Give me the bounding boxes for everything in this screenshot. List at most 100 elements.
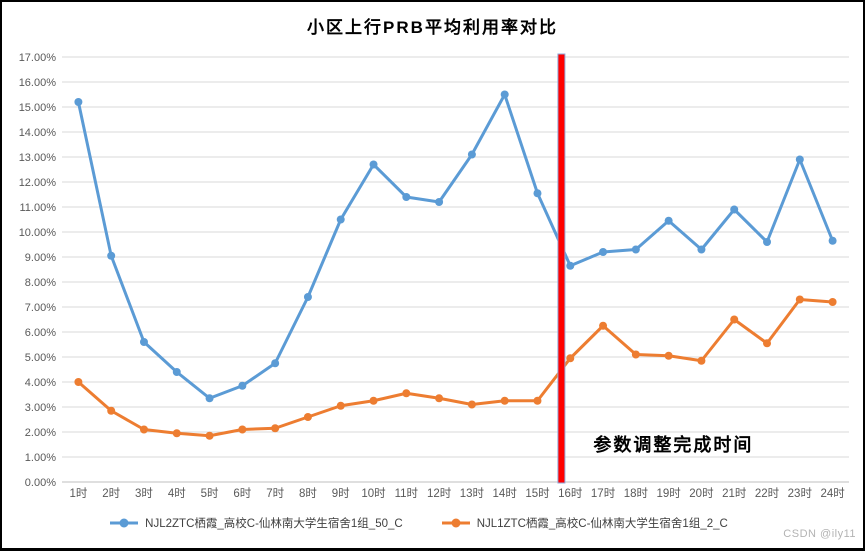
data-point <box>336 215 345 224</box>
data-point <box>795 295 804 304</box>
x-axis-tick-label: 5时 <box>201 487 219 500</box>
data-point <box>402 389 411 398</box>
data-point <box>172 429 181 438</box>
data-point <box>107 251 116 260</box>
watermark: CSDN @ily11 <box>783 528 856 540</box>
data-point <box>697 245 706 254</box>
data-point <box>139 425 148 434</box>
data-point <box>828 236 837 245</box>
y-axis-tick-label: 9.00% <box>25 252 56 264</box>
y-axis-tick-label: 7.00% <box>25 302 56 314</box>
data-point <box>238 381 247 390</box>
data-point <box>533 189 542 198</box>
data-point <box>763 339 772 348</box>
data-point <box>467 400 476 409</box>
chart-title: 小区上行PRB平均利用率对比 <box>307 18 558 37</box>
data-point <box>402 193 411 201</box>
data-point <box>763 238 772 246</box>
x-axis-tick-label: 23时 <box>788 487 813 500</box>
x-axis-tick-label: 16时 <box>558 487 583 500</box>
y-axis-tick-label: 13.00% <box>19 152 57 164</box>
x-axis-tick-label: 2时 <box>102 487 120 500</box>
x-axis-tick-label: 13时 <box>460 487 485 500</box>
x-axis-tick-label: 22时 <box>755 487 780 500</box>
data-point <box>369 396 378 405</box>
y-axis-tick-label: 11.00% <box>20 202 57 214</box>
data-point <box>500 90 509 99</box>
legend-label-series-blue: NJL2ZTC栖霞_高校C-仙林南大学生宿舍1组_50_C <box>145 518 403 530</box>
x-axis-tick-label: 3时 <box>135 487 153 500</box>
x-axis-tick-label: 8时 <box>299 487 317 500</box>
legend-item-series-blue: NJL2ZTC栖霞_高校C-仙林南大学生宿舍1组_50_C <box>109 515 403 531</box>
data-point <box>74 98 83 106</box>
x-axis-tick-label: 24时 <box>820 487 845 500</box>
x-axis-tick-label: 15时 <box>525 487 550 500</box>
y-axis-tick-label: 17.00% <box>19 52 57 64</box>
data-point <box>599 248 608 256</box>
x-axis-tick-label: 6时 <box>233 487 251 500</box>
x-axis-tick-label: 4时 <box>168 487 186 500</box>
data-point <box>730 205 739 214</box>
data-point <box>500 396 509 405</box>
x-axis-tick-label: 20时 <box>689 487 714 500</box>
data-point <box>139 338 148 346</box>
data-point <box>435 394 444 403</box>
series-line-1 <box>76 93 835 400</box>
data-point <box>205 394 214 403</box>
y-axis-tick-label: 1.00% <box>25 452 56 464</box>
y-axis-tick-label: 16.00% <box>19 77 57 89</box>
data-point <box>74 378 83 386</box>
data-point <box>828 298 837 306</box>
x-axis-tick-label: 10时 <box>361 487 386 500</box>
x-axis-tick-label: 11时 <box>395 487 419 500</box>
data-point <box>303 413 312 421</box>
data-point <box>566 354 575 363</box>
data-point <box>730 315 739 324</box>
data-point <box>303 293 312 301</box>
legend-label-series-orange: NJL1ZTC栖霞_高校C-仙林南大学生宿舍1组_2_C <box>476 518 728 530</box>
y-axis-tick-label: 0.00% <box>25 477 56 489</box>
data-point <box>664 216 673 225</box>
data-point <box>271 424 280 433</box>
x-axis-tick-label: 12时 <box>427 487 452 500</box>
x-axis-tick-label: 17时 <box>591 487 616 500</box>
legend-item-series-orange: NJL1ZTC栖霞_高校C-仙林南大学生宿舍1组_2_C <box>441 515 728 531</box>
legend-marker-orange-line-icon <box>441 518 470 528</box>
x-axis-tick-label: 1时 <box>69 487 87 500</box>
y-axis-tick-label: 5.00% <box>25 352 56 364</box>
data-point <box>631 245 640 254</box>
data-point <box>172 368 181 376</box>
data-point <box>697 356 706 365</box>
x-axis-tick-label: 7时 <box>266 487 284 500</box>
annotation-label: 参数调整完成时间 <box>593 434 753 455</box>
y-axis-tick-label: 2.00% <box>25 427 56 439</box>
data-point <box>533 396 542 405</box>
x-axis-tick-label: 9时 <box>332 487 350 500</box>
y-axis-tick-label: 3.00% <box>25 402 56 414</box>
x-axis-tick-label: 18时 <box>624 487 649 500</box>
data-point <box>631 350 640 359</box>
data-point <box>566 261 575 270</box>
y-axis-tick-label: 8.00% <box>25 277 56 289</box>
data-point <box>107 406 116 415</box>
data-point <box>795 155 804 164</box>
data-point <box>664 351 673 360</box>
data-point <box>599 321 608 330</box>
data-point <box>435 198 444 206</box>
series-line-2 <box>76 298 835 438</box>
y-axis-tick-label: 12.00% <box>19 177 57 189</box>
legend-marker-blue-line-icon <box>110 518 139 528</box>
data-point <box>205 431 214 440</box>
y-axis-tick-label: 14.00% <box>19 127 57 139</box>
data-point <box>271 359 280 368</box>
x-axis-tick-label: 14时 <box>493 487 518 500</box>
y-axis-tick-label: 15.00% <box>19 102 57 114</box>
y-axis-tick-label: 6.00% <box>25 327 56 339</box>
data-point <box>369 160 378 169</box>
data-point <box>238 425 247 434</box>
event-marker-line <box>557 53 566 484</box>
x-axis-tick-label: 21时 <box>722 487 747 500</box>
data-point <box>336 401 345 410</box>
